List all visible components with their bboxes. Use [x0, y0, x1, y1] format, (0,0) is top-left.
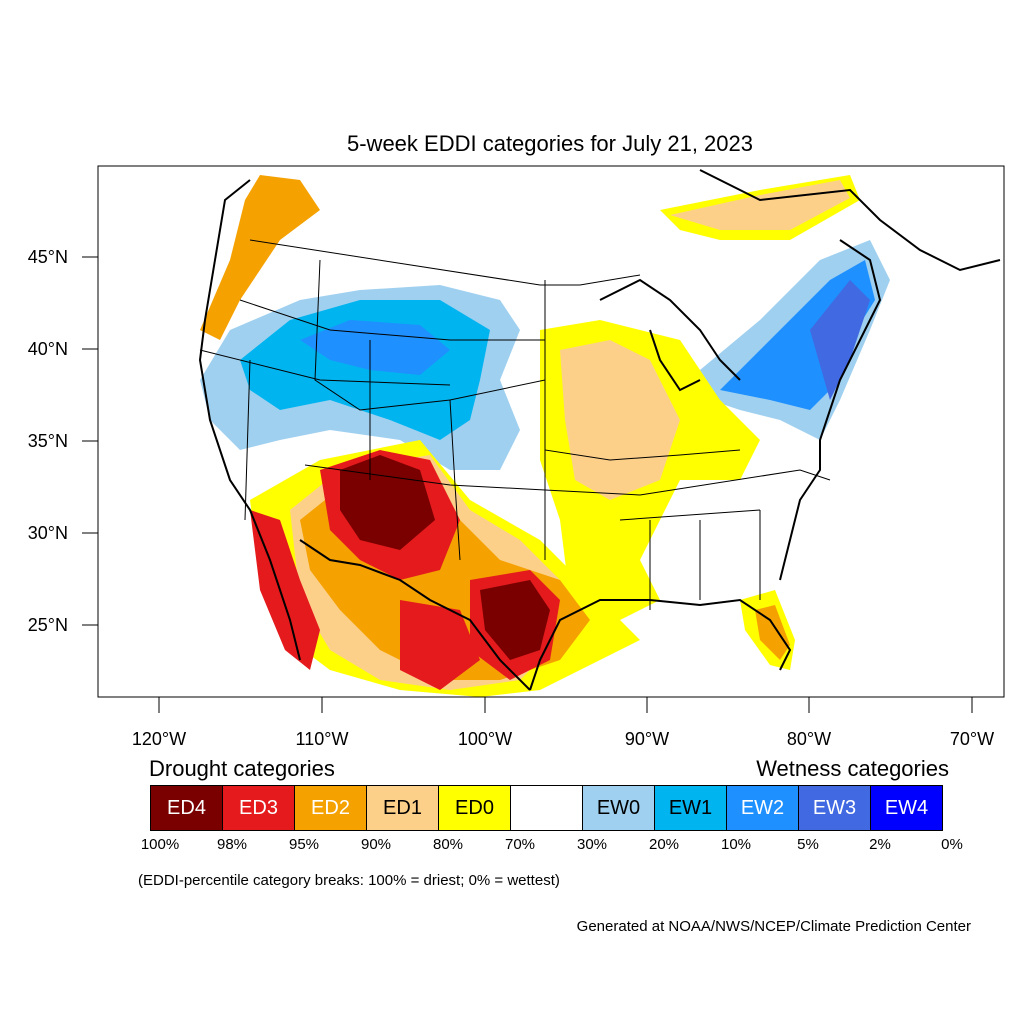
map-title-text: 5-week EDDI categories for July 21, 2023 — [347, 131, 753, 156]
credit-text: Generated at NOAA/NWS/NCEP/Climate Predi… — [576, 918, 971, 935]
legend-swatch: ED3 — [222, 785, 295, 831]
lat-label: 40°N — [28, 339, 68, 359]
legend-break-label: 20% — [648, 836, 680, 853]
wetness-region-west-strong — [300, 320, 450, 375]
legend-break-label: 2% — [869, 836, 891, 853]
lat-label: 35°N — [28, 431, 68, 451]
lon-label: 80°W — [787, 729, 831, 749]
eddi-map: 45°N 40°N 35°N 30°N 25°N 120°W 110°W 100… — [28, 165, 1005, 749]
wetness-categories-heading: Wetness categories — [756, 756, 949, 781]
drought-region-ed1-canada — [670, 180, 850, 230]
legend-break-label: 5% — [797, 836, 819, 853]
longitude-axis: 120°W 110°W 100°W 90°W 80°W 70°W — [132, 697, 994, 749]
legend-swatch — [510, 785, 583, 831]
lon-label: 100°W — [458, 729, 512, 749]
state-borders — [199, 239, 831, 610]
legend-swatch: EW1 — [654, 785, 727, 831]
legend-swatch: ED0 — [438, 785, 511, 831]
legend-note: (EDDI-percentile category breaks: 100% =… — [138, 872, 560, 889]
legend-swatch: EW4 — [870, 785, 943, 831]
legend-break-label: 90% — [360, 836, 392, 853]
legend-break-label: 70% — [504, 836, 536, 853]
wetness-region-northeast-strong — [810, 280, 870, 400]
drought-region-ed2-florida — [755, 605, 790, 660]
lat-label: 30°N — [28, 523, 68, 543]
latitude-axis: 45°N 40°N 35°N 30°N 25°N — [28, 247, 98, 635]
legend-break-label: 100% — [140, 836, 180, 853]
drought-categories-heading: Drought categories — [149, 756, 335, 781]
coastlines — [198, 169, 1001, 691]
legend-break-label: 95% — [288, 836, 320, 853]
drought-region-ed3-baja — [250, 510, 320, 670]
lon-label: 90°W — [625, 729, 669, 749]
legend-break-label: 0% — [941, 836, 963, 853]
lon-label: 120°W — [132, 729, 186, 749]
drought-region-ed4-south — [340, 455, 550, 660]
legend-break-label: 98% — [216, 836, 248, 853]
drought-region-ed1-midwest — [560, 340, 680, 500]
lon-label: 70°W — [950, 729, 994, 749]
legend-swatch: ED1 — [366, 785, 439, 831]
legend-swatch: ED2 — [294, 785, 367, 831]
legend-break-label: 30% — [576, 836, 608, 853]
legend-break-label: 10% — [720, 836, 752, 853]
drought-region-ed2-pacific-nw — [200, 175, 320, 340]
lon-label: 110°W — [296, 729, 349, 749]
legend-swatch: ED4 — [150, 785, 223, 831]
legend-color-bar: ED4 ED3 ED2 ED1 ED0 EW0 EW1 EW2 EW3 EW4 — [150, 785, 943, 831]
legend-swatch: EW3 — [798, 785, 871, 831]
legend-swatch: EW0 — [582, 785, 655, 831]
lat-label: 45°N — [28, 247, 68, 267]
map-frame — [97, 165, 1005, 698]
lat-label: 25°N — [28, 615, 68, 635]
legend-swatch: EW2 — [726, 785, 799, 831]
legend-break-label: 80% — [432, 836, 464, 853]
